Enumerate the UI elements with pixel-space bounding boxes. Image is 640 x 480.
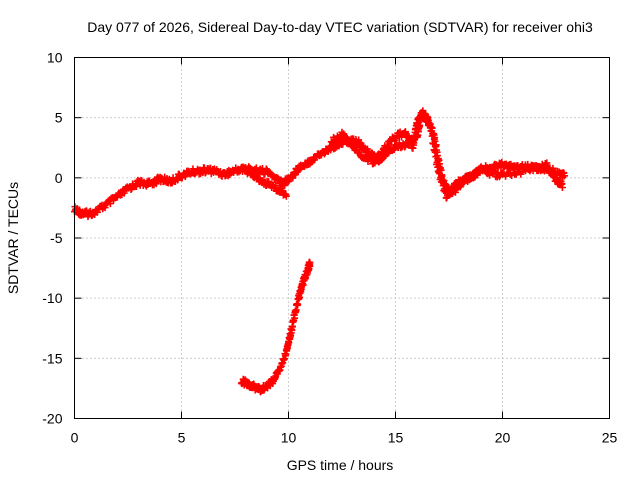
- y-tick-label: -10: [42, 290, 62, 306]
- data-point-marker: [432, 153, 440, 161]
- gridlines: [74, 57, 610, 419]
- data-point-marker: [299, 281, 307, 289]
- y-tick-label: -15: [42, 350, 62, 366]
- data-point-marker: [524, 166, 532, 174]
- chart-title: Day 077 of 2026, Sidereal Day-to-day VTE…: [87, 19, 593, 35]
- x-tick-label: 15: [388, 430, 404, 446]
- y-axis-label: SDTVAR / TECUs: [5, 182, 21, 294]
- data-point-marker: [561, 172, 569, 180]
- data-point-marker: [509, 166, 517, 174]
- series-0: [71, 109, 569, 221]
- x-tick-label: 10: [281, 430, 297, 446]
- series-1: [237, 107, 566, 202]
- data-point-marker: [429, 140, 437, 148]
- data-point-marker: [306, 259, 314, 267]
- plot-area: [71, 107, 569, 396]
- data-point-marker: [282, 192, 290, 200]
- x-tick-label: 5: [178, 430, 186, 446]
- data-point-marker: [558, 184, 566, 192]
- x-tick-label: 25: [602, 430, 618, 446]
- y-tick-label: 0: [55, 170, 63, 186]
- y-tick-label: -20: [42, 411, 62, 427]
- x-tick-label: 0: [71, 430, 79, 446]
- x-tick-label: 20: [495, 430, 511, 446]
- y-tick-label: -5: [50, 230, 63, 246]
- data-point-marker: [436, 170, 444, 178]
- x-axis-label: GPS time / hours: [287, 457, 394, 473]
- y-tick-label: 10: [47, 50, 63, 66]
- data-point-marker: [410, 139, 418, 147]
- data-point-marker: [526, 167, 534, 175]
- data-point-marker: [428, 132, 436, 140]
- axis-ticks: 0 5 10 15 20 25 -20 -15 -10 -5 0 5 10: [42, 50, 617, 446]
- series-2: [237, 258, 314, 396]
- y-tick-label: 5: [55, 110, 63, 126]
